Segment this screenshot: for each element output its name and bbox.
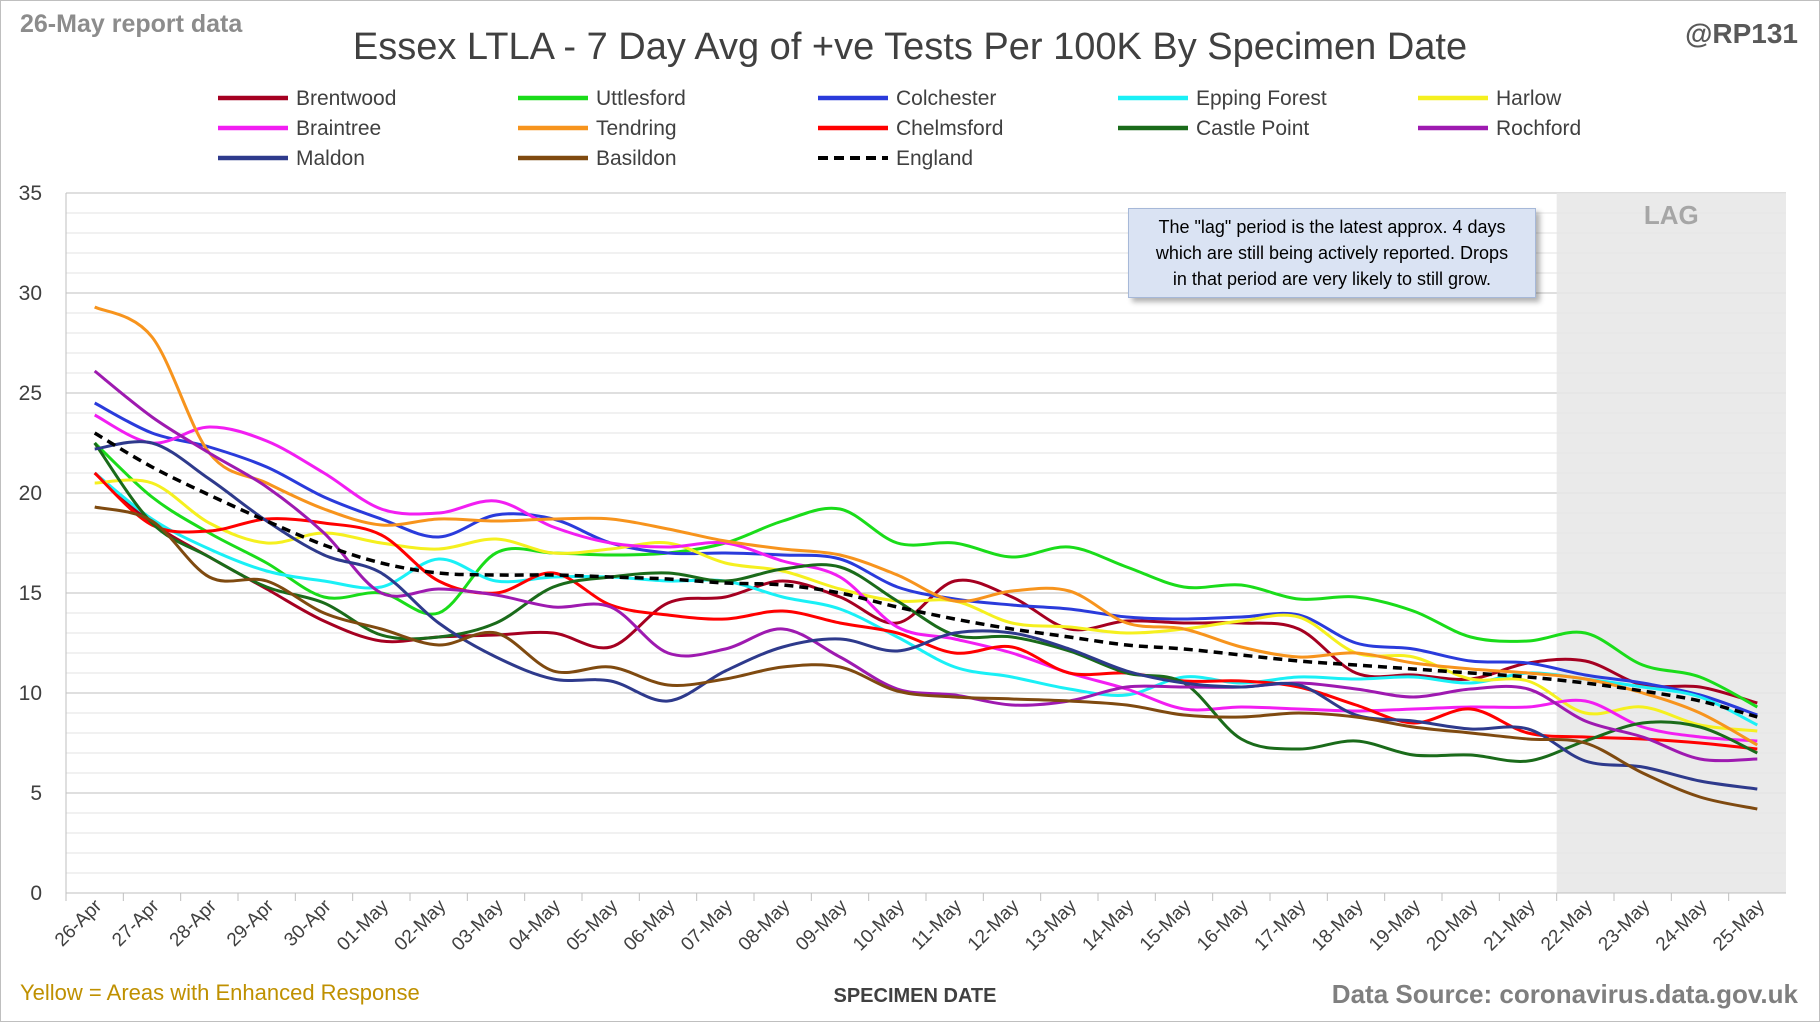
x-tick-label: 20-May xyxy=(1423,895,1483,955)
x-tick-label: 24-May xyxy=(1652,895,1712,955)
x-tick-label: 23-May xyxy=(1595,895,1655,955)
x-tick-label: 22-May xyxy=(1537,895,1597,955)
legend-label: Epping Forest xyxy=(1196,87,1327,110)
y-tick-label: 0 xyxy=(30,882,42,905)
author-handle: @RP131 xyxy=(1685,18,1798,49)
legend-label: Brentwood xyxy=(296,87,396,110)
legend-label: Colchester xyxy=(896,87,996,110)
x-tick-label: 14-May xyxy=(1079,895,1139,955)
y-tick-label: 30 xyxy=(19,282,42,305)
lag-note-line: which are still being actively reported.… xyxy=(1155,243,1509,263)
y-tick-label: 10 xyxy=(19,682,42,705)
lag-note-line: in that period are very likely to still … xyxy=(1172,269,1492,289)
lag-region xyxy=(1556,193,1786,893)
x-tick-label: 02-May xyxy=(391,895,451,955)
legend-label: Castle Point xyxy=(1196,117,1309,140)
legend-label: Braintree xyxy=(296,117,381,140)
x-tick-label: 05-May xyxy=(563,895,623,955)
enhanced-response-note: Yellow = Areas with Enhanced Response xyxy=(20,980,420,1005)
x-tick-label: 28-Apr xyxy=(166,895,222,951)
series-lines xyxy=(93,305,1759,811)
series-line-brentwood xyxy=(93,471,1758,705)
x-tick-label: 11-May xyxy=(908,895,967,954)
x-tick-label: 29-Apr xyxy=(223,895,279,951)
lag-note-line: The "lag" period is the latest approx. 4… xyxy=(1158,217,1506,237)
x-tick-label: 18-May xyxy=(1308,895,1368,955)
series-line-maldon xyxy=(94,440,1758,791)
x-tick-label: 26-Apr xyxy=(51,895,107,951)
x-tick-label: 27-Apr xyxy=(108,895,164,951)
lag-note: The "lag" period is the latest approx. 4… xyxy=(1128,208,1536,298)
x-tick-label: 17-May xyxy=(1251,895,1311,955)
report-date-label: 26-May report data xyxy=(20,10,243,38)
series-line-chelmsford xyxy=(93,471,1758,751)
data-source: Data Source: coronavirus.data.gov.uk xyxy=(1331,979,1798,1009)
x-tick-label: 03-May xyxy=(448,895,508,955)
y-tick-label: 15 xyxy=(19,582,42,605)
series-line-england xyxy=(93,431,1758,719)
series-line-epping-forest xyxy=(93,471,1758,727)
legend-label: England xyxy=(896,147,973,170)
x-tick-label: 09-May xyxy=(792,895,852,955)
lag-label: LAG xyxy=(1644,200,1699,230)
x-tick-label: 16-May xyxy=(1193,895,1253,955)
x-tick-label: 21-May xyxy=(1480,895,1540,955)
legend-label: Rochford xyxy=(1496,117,1581,140)
x-tick-label: 12-May xyxy=(964,895,1024,955)
x-tick-label: 01-May xyxy=(333,895,393,955)
legend-label: Chelmsford xyxy=(896,117,1003,140)
x-tick-label: 10-May xyxy=(849,895,909,955)
series-line-tendring xyxy=(94,305,1759,747)
series-line-colchester xyxy=(94,401,1758,717)
x-tick-label: 25-May xyxy=(1709,895,1769,955)
series-line-rochford xyxy=(93,369,1758,763)
y-tick-label: 25 xyxy=(19,382,42,405)
y-tick-label: 35 xyxy=(19,182,42,205)
x-tick-label: 19-May xyxy=(1365,895,1425,955)
series-line-uttlesford xyxy=(93,441,1758,709)
x-tick-label: 15-May xyxy=(1136,895,1196,955)
y-tick-label: 20 xyxy=(19,482,42,505)
axes: 0 5 10 15 20 25 30 35 26-Apr 27-Apr 28-Apr 29-Apr 30… xyxy=(19,182,1786,955)
series-line-harlow xyxy=(94,478,1758,733)
x-tick-label: 06-May xyxy=(620,895,680,955)
x-tick-label: 07-May xyxy=(677,895,737,955)
chart-title: Essex LTLA - 7 Day Avg of +ve Tests Per … xyxy=(352,26,1468,68)
legend-label: Basildon xyxy=(596,147,677,170)
legend-label: Tendring xyxy=(596,117,677,140)
x-tick-label: 30-Apr xyxy=(280,895,336,951)
series-line-basildon xyxy=(94,505,1758,811)
legend-label: Uttlesford xyxy=(596,87,686,110)
legend-label: Maldon xyxy=(296,147,365,170)
x-tick-label: 08-May xyxy=(735,895,795,955)
legend-label: Harlow xyxy=(1496,87,1562,110)
series-line-braintree xyxy=(93,413,1758,743)
x-tick-label: 04-May xyxy=(505,895,565,955)
legend: Brentwood Uttlesford Colchester Epping Fore… xyxy=(218,87,1581,170)
x-axis-title: SPECIMEN DATE xyxy=(833,985,997,1007)
x-tick-label: 13-May xyxy=(1021,895,1081,955)
y-tick-label: 5 xyxy=(30,782,42,805)
